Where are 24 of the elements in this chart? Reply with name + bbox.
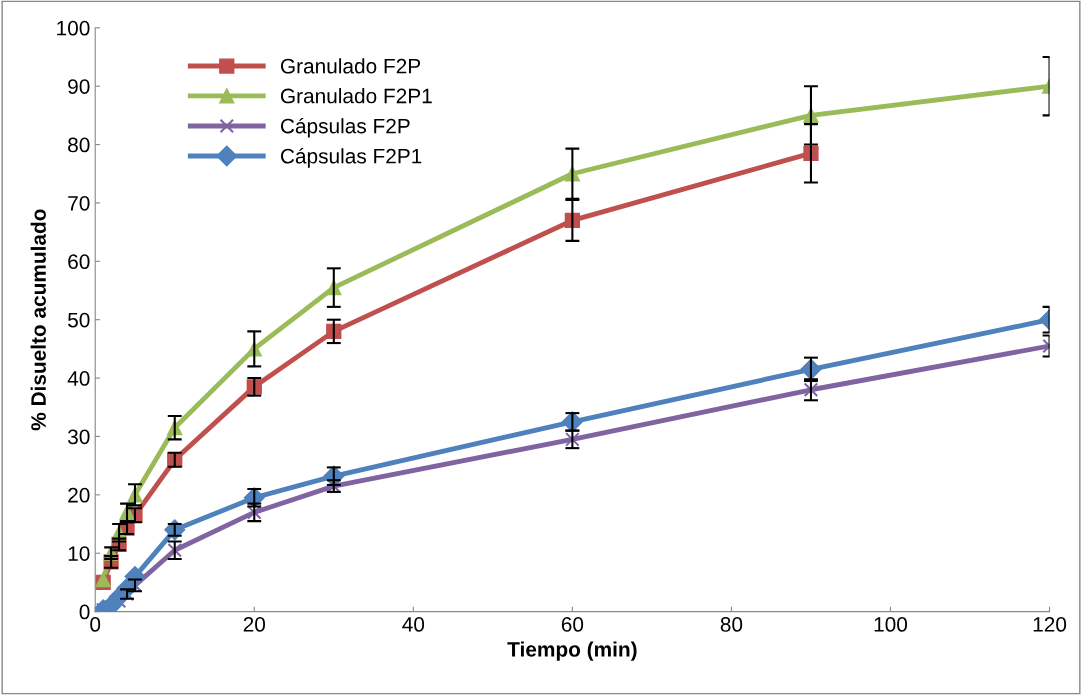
y-tick-label: 100 [57,20,90,36]
y-tick-label: 50 [68,312,90,328]
x-tick-label: 20 [243,617,266,632]
y-tick-label: 30 [67,429,90,445]
x-tick-label: 0 [90,617,101,632]
legend-label: Cápsulas F2P1 [280,147,422,168]
y-tick-label: 90 [68,79,90,94]
y-tick-label: 10 [68,546,90,561]
x-tick-label: 40 [402,617,425,632]
y-tick-label: 60 [68,254,90,270]
legend-label: Cápsulas F2P [280,117,410,138]
x-tick-label: 60 [561,617,584,632]
y-tick-label: 70 [68,195,90,211]
y-tick-label: 40 [67,371,90,386]
y-axis-title: % Disuelto acumulado [30,209,46,431]
x-tick-label: 80 [720,617,743,632]
legend-label: Granulado F2P [280,58,421,74]
y-tick-label: 20 [68,487,90,503]
y-tick-label: 0 [79,604,90,620]
legend-label: Granulado F2P1 [280,88,432,104]
y-tick-label: 80 [68,137,90,153]
x-tick-label: 120 [1033,617,1067,632]
x-tick-label: 100 [874,617,908,632]
x-axis-title: Tiempo (min) [507,641,637,661]
